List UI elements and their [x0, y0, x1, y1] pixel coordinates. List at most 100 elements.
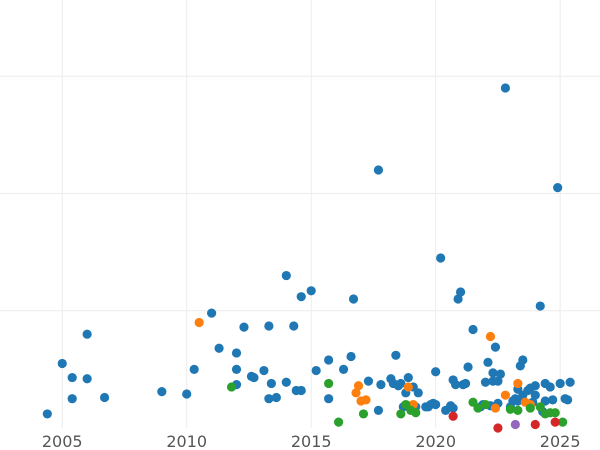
data-point [493, 423, 503, 433]
data-point [373, 405, 384, 416]
data-point [346, 351, 356, 362]
data-point [82, 374, 92, 384]
data-point [42, 409, 52, 419]
data-point [306, 286, 316, 296]
data-point [548, 395, 558, 405]
data-point [513, 378, 523, 389]
data-point [207, 308, 217, 318]
x-tick-label: 2020 [415, 432, 456, 450]
x-tick-label: 2005 [42, 432, 83, 450]
data-point [57, 358, 67, 369]
data-point [264, 394, 274, 404]
data-point [296, 292, 306, 302]
data-point [530, 390, 540, 400]
data-point [353, 381, 364, 391]
data-point [510, 419, 520, 430]
data-point [550, 408, 560, 418]
data-point [231, 348, 242, 358]
data-point [396, 378, 406, 389]
data-point [550, 417, 560, 427]
data-point [455, 287, 466, 297]
data-point [324, 355, 334, 365]
data-point [565, 377, 575, 387]
grid-layer [0, 0, 600, 428]
data-point [266, 378, 276, 389]
data-point [373, 165, 384, 175]
points-layer [42, 83, 575, 433]
x-tick-labels: 2005 2010 2015 2020 2025 [42, 432, 581, 450]
data-point [333, 417, 344, 427]
data-point [338, 364, 349, 374]
data-point [403, 372, 413, 383]
data-point [376, 380, 386, 390]
data-point [396, 409, 406, 419]
data-point [500, 83, 510, 93]
data-point [411, 408, 421, 418]
data-point [490, 342, 501, 352]
data-point [558, 417, 568, 427]
data-point [361, 395, 371, 405]
data-point [483, 357, 493, 367]
data-point [324, 394, 334, 404]
data-point [555, 378, 565, 389]
data-point [553, 183, 563, 193]
data-point [436, 253, 446, 263]
data-point [324, 378, 334, 389]
data-point [82, 329, 92, 339]
data-point [194, 317, 204, 328]
data-point [451, 380, 461, 390]
data-point [563, 395, 573, 405]
data-point [413, 388, 423, 398]
data-point [495, 369, 506, 379]
x-tick-label: 2010 [166, 432, 207, 450]
data-point [67, 394, 77, 404]
data-point [513, 405, 523, 416]
data-point [226, 382, 237, 392]
data-point [157, 387, 167, 397]
data-point [239, 322, 249, 332]
data-point [505, 404, 515, 414]
data-point [189, 364, 199, 374]
data-point [99, 392, 110, 403]
data-point [281, 270, 291, 281]
data-point [535, 301, 545, 311]
data-point [358, 409, 369, 419]
data-point [431, 367, 441, 377]
data-point [271, 392, 281, 403]
data-point [535, 402, 545, 412]
data-point [289, 321, 299, 331]
data-point [403, 382, 413, 392]
data-point [525, 403, 535, 413]
x-tick-label: 2015 [291, 432, 332, 450]
x-tick-label: 2025 [540, 432, 581, 450]
data-point [431, 399, 441, 410]
data-point [249, 372, 259, 383]
data-point [545, 382, 555, 392]
data-point [518, 355, 528, 365]
data-point [493, 376, 503, 386]
data-point [448, 411, 458, 421]
data-point [490, 403, 501, 413]
data-point [530, 419, 540, 430]
data-point [391, 350, 401, 360]
data-point [311, 365, 321, 376]
data-point [468, 324, 478, 335]
data-point [453, 294, 463, 304]
data-point [480, 377, 491, 387]
data-point [348, 294, 359, 304]
data-point [480, 399, 491, 410]
data-point [363, 376, 374, 386]
data-point [259, 365, 269, 376]
data-point [488, 368, 498, 378]
data-point [264, 321, 274, 331]
data-point [530, 381, 540, 391]
data-point [182, 389, 192, 399]
data-point [281, 377, 291, 387]
data-point [448, 403, 458, 413]
data-point [231, 364, 242, 374]
data-point [500, 390, 510, 400]
data-point [460, 378, 471, 389]
data-point [485, 331, 496, 342]
